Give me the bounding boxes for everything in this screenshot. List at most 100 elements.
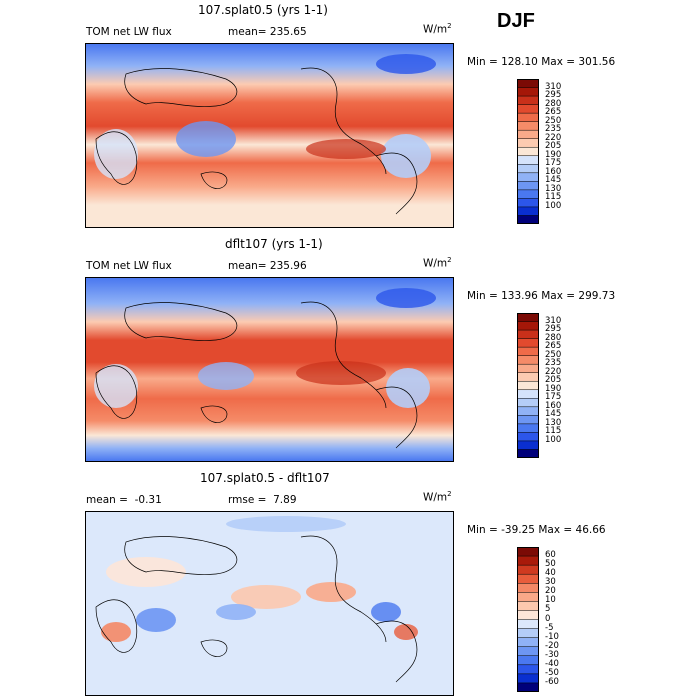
panel-1-colorbar-swatch — [516, 112, 540, 123]
panel-3-colorbar-swatch — [516, 655, 540, 666]
panel-2-min-value: 133.96 — [501, 290, 538, 302]
panel-3-colorbar-tick-label: 0 — [545, 613, 551, 624]
panel-3-rmse-value: 7.89 — [273, 494, 297, 506]
panel-2-colorbar-swatch — [516, 406, 540, 416]
panel-3-max-value: 46.66 — [575, 524, 606, 536]
panel-2-colorbar-swatch — [516, 423, 540, 433]
panel-1-colorbar-tick-label: 220 — [545, 132, 562, 143]
panel-1-colorbar-swatch — [516, 78, 540, 89]
panel-3-colorbar-tick-label: 40 — [545, 568, 556, 579]
panel-1-colorbar-swatch — [516, 95, 540, 106]
panel-3-colorbar-tick-label: 50 — [545, 559, 556, 570]
panel-3-colorbar-swatch — [516, 610, 540, 621]
panel-2-colorbar-tick-label: 190 — [545, 383, 562, 394]
panel-2-colorbar-tick-label: 175 — [545, 392, 562, 403]
panel-3-colorbar-tick-label: -5 — [545, 622, 554, 633]
panel-1-title: 107.splat0.5 (yrs 1-1) — [198, 3, 328, 17]
panel-2-colorbar-tick-label: 115 — [545, 426, 562, 437]
panel-1-colorbar-tick-label: 130 — [545, 183, 562, 194]
panel-2-colorbar-tick-label: 205 — [545, 375, 562, 386]
panel-2-minmax: Min = 133.96 Max = 299.73 — [467, 290, 616, 302]
panel-3-title: 107.splat0.5 - dflt107 — [200, 471, 330, 485]
panel-1-colorbar-tick-label: 100 — [545, 200, 562, 211]
panel-1-colorbar-swatch — [516, 146, 540, 157]
panel-2-colorbar-swatch — [516, 372, 540, 382]
panel-3-colorbar-tick-label: -40 — [545, 658, 559, 669]
panel-3-colorbar-tick-label: -50 — [545, 667, 559, 678]
panel-1-colorbar-swatch — [516, 155, 540, 165]
panel-2-colorbar-swatch — [516, 398, 540, 408]
panel-2-mean-value: 235.96 — [269, 260, 307, 272]
panel-3-colorbar-swatch — [516, 646, 540, 657]
panel-3-colorbar-tick-label: 5 — [545, 604, 551, 615]
panel-1-colorbar-tick-label: 250 — [545, 115, 562, 126]
panel-3-units: W/m2 — [423, 490, 452, 504]
panel-2-colorbar-tick-label: 265 — [545, 341, 562, 352]
panel-3-colorbar-tick-label: -60 — [545, 676, 559, 687]
panel-1-colorbar-tick-label: 205 — [545, 141, 562, 152]
panel-1-min-value: 128.10 — [501, 56, 538, 68]
panel-1-colorbar-swatch — [516, 104, 540, 114]
panel-2-colorbar-swatch — [516, 363, 540, 374]
panel-2-variable-label: TOM net LW flux — [86, 260, 172, 272]
panel-2-title: dflt107 (yrs 1-1) — [225, 237, 323, 251]
panel-3-colorbar-swatch — [516, 546, 540, 557]
panel-3-colorbar-swatch — [516, 637, 540, 648]
panel-1-colorbar-tick-label: 235 — [545, 124, 562, 135]
panel-2-colorbar-tick-label: 250 — [545, 349, 562, 360]
panel-2-map — [85, 277, 454, 462]
panel-1-mean-label: mean= 235.65 — [228, 26, 307, 38]
panel-2-colorbar-swatch — [516, 415, 540, 425]
panel-1-colorbar-tick-label: 295 — [545, 90, 562, 101]
panel-3-colorbar-tick-label: 60 — [545, 550, 556, 561]
panel-1-map-field — [86, 44, 453, 227]
panel-3-map-field — [86, 512, 453, 695]
panel-1-colorbar-tick-label: 175 — [545, 158, 562, 169]
panel-2-colorbar-tick-label: 220 — [545, 366, 562, 377]
panel-1-colorbar-swatch — [516, 129, 540, 140]
panel-3-colorbar-swatch — [516, 573, 540, 584]
panel-1-map — [85, 43, 454, 228]
panel-1-mean-value: 235.65 — [269, 26, 307, 38]
panel-3-colorbar: 60 50 40 30 20 10 5 0 -5 -10 -20 -30 -40 -50 -60 — [516, 546, 559, 696]
panel-1-colorbar-tick-label: 280 — [545, 98, 562, 109]
panel-2-colorbar-swatch — [516, 440, 540, 451]
panel-2-colorbar-swatch — [516, 346, 540, 357]
panel-2-colorbar-swatch — [516, 312, 540, 323]
panel-2-colorbar-swatch — [516, 338, 540, 348]
panel-2-colorbar-tick-label: 160 — [545, 400, 562, 411]
panel-1-colorbar-swatches — [516, 78, 540, 225]
panel-3-colorbar-swatch — [516, 564, 540, 575]
panel-3-min-value: -39.25 — [501, 524, 535, 536]
panel-2-colorbar-tick-label: 130 — [545, 417, 562, 428]
panel-3-colorbar-swatch — [516, 628, 540, 639]
panel-2-map-field — [86, 278, 453, 461]
panel-2-colorbar: 310 295 280 265 250 235 220 205 190 175 160 145 130 1… — [516, 312, 561, 462]
panel-3-mean-label: mean = -0.31 — [86, 494, 162, 506]
panel-3-map — [85, 511, 454, 696]
panel-3-colorbar-tick-label: -10 — [545, 631, 559, 642]
panel-1-colorbar-swatch — [516, 181, 540, 191]
panel-3-colorbar-swatch — [516, 592, 540, 602]
panel-3-rmse-label: rmse = 7.89 — [228, 494, 297, 506]
panel-3-colorbar-swatch — [516, 664, 540, 675]
panel-2-colorbar-swatch — [516, 380, 540, 391]
panel-1-colorbar-swatch — [516, 189, 540, 199]
season-label: DJF — [497, 10, 535, 32]
panel-3-colorbar-swatch — [516, 619, 540, 630]
panel-2-max-value: 299.73 — [578, 290, 616, 302]
panel-3-colorbar-tick-label: 10 — [545, 595, 556, 606]
panel-2-colorbar-swatch — [516, 449, 540, 459]
panel-1-colorbar-swatch — [516, 87, 540, 97]
panel-1-units: W/m2 — [423, 22, 452, 36]
panel-3-colorbar-swatches — [516, 546, 540, 693]
panel-3-mean-value: -0.31 — [134, 494, 162, 506]
panel-1-colorbar-swatch — [516, 198, 540, 208]
panel-3-colorbar-swatch — [516, 673, 540, 684]
panel-1-colorbar-swatch — [516, 172, 540, 182]
panel-3-colorbar-tick-label: 20 — [545, 586, 556, 597]
panel-3-colorbar-swatch — [516, 601, 540, 611]
panel-1-colorbar-tick-label: 145 — [545, 175, 562, 186]
panel-1-colorbar: 310 295 280 265 250 235 220 205 190 175 160 145 130 1… — [516, 78, 561, 228]
panel-2-colorbar-swatches — [516, 312, 540, 459]
